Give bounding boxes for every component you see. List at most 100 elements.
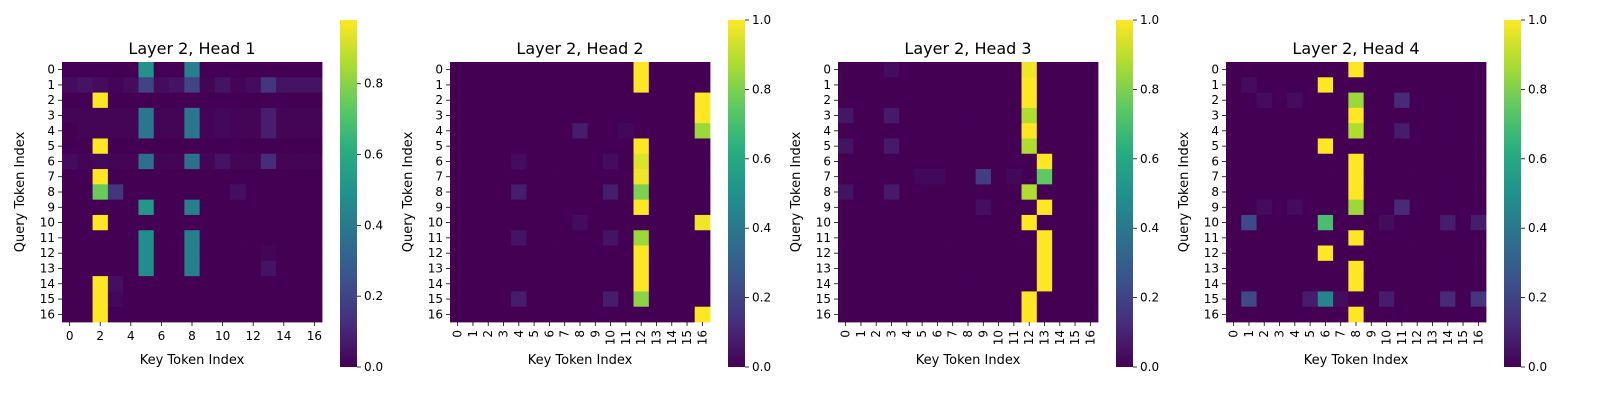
panel-title: Layer 2, Head 2	[516, 39, 643, 58]
heatmap-cell	[138, 230, 155, 246]
heatmap-cell	[990, 92, 1007, 109]
x-tick-label: 0	[839, 330, 853, 338]
heatmap-cell	[199, 169, 216, 185]
heatmap-cell	[1226, 276, 1242, 292]
heatmap-cell	[1067, 214, 1084, 231]
heatmap-cell	[199, 92, 216, 109]
heatmap-cell	[587, 260, 604, 277]
heatmap-cell	[230, 77, 246, 93]
heatmap-cell	[260, 123, 277, 139]
heatmap-cell	[526, 107, 543, 124]
heatmap-cell	[1021, 107, 1038, 124]
heatmap-cell	[1052, 62, 1068, 78]
heatmap-cell	[1287, 230, 1303, 246]
heatmap-cell	[1226, 123, 1242, 139]
heatmap-cell	[648, 306, 665, 323]
heatmap-cell	[1317, 62, 1334, 78]
heatmap-cell	[495, 169, 512, 185]
heatmap-cell	[990, 291, 1007, 308]
heatmap-cell	[838, 92, 854, 109]
heatmap-cell	[1317, 92, 1334, 109]
heatmap-cell	[960, 123, 977, 139]
heatmap-cell	[883, 306, 900, 323]
heatmap-cell	[975, 138, 992, 155]
heatmap-cell	[1363, 199, 1380, 216]
heatmap-cell	[1424, 184, 1441, 201]
heatmap-cell	[648, 260, 665, 277]
heatmap-cell	[694, 153, 711, 170]
heatmap-cell	[1470, 107, 1487, 124]
heatmap-cell	[123, 214, 139, 231]
heatmap-cell	[618, 276, 634, 292]
heatmap-cell	[526, 62, 543, 78]
heatmap-cell	[511, 199, 527, 216]
colorbar	[728, 20, 745, 367]
heatmap-cell	[123, 230, 139, 246]
x-tick-label: 1	[1242, 330, 1256, 338]
heatmap-cell	[990, 260, 1007, 277]
heatmap-cell	[1363, 291, 1380, 308]
heatmap-cell	[77, 199, 93, 216]
heatmap-cell	[138, 92, 155, 109]
heatmap-cell	[975, 214, 992, 231]
heatmap-cell	[868, 199, 885, 216]
heatmap-cell	[495, 92, 512, 109]
heatmap-cell	[1006, 276, 1022, 292]
heatmap-cell	[587, 77, 604, 93]
heatmap-cell	[77, 169, 93, 185]
y-tick-label: 1	[435, 78, 443, 92]
heatmap-cell	[1424, 230, 1441, 246]
heatmap-cell	[1226, 291, 1242, 308]
heatmap-cell	[929, 153, 946, 170]
heatmap-cell	[633, 260, 650, 277]
heatmap-cell	[184, 199, 201, 216]
heatmap-cell	[1006, 77, 1022, 93]
heatmap-cell	[276, 214, 292, 231]
heatmap-cell	[77, 260, 93, 277]
heatmap-cell	[1271, 291, 1288, 308]
heatmap-cell	[1394, 138, 1410, 155]
heatmap-cell	[450, 230, 466, 246]
heatmap-cell	[1241, 62, 1257, 78]
heatmap-cell	[648, 153, 665, 170]
heatmap-cell	[1455, 138, 1472, 155]
heatmap-cell	[1006, 230, 1022, 246]
heatmap-cell	[1394, 123, 1410, 139]
heatmap-cell	[1348, 184, 1365, 201]
heatmap-cell	[291, 260, 308, 277]
heatmap-cell	[1440, 169, 1456, 185]
heatmap-cell	[1378, 123, 1395, 139]
heatmap-cell	[1348, 199, 1365, 216]
heatmap-cell	[557, 92, 573, 109]
heatmap-cell	[602, 62, 619, 78]
heatmap-cell	[975, 169, 992, 185]
heatmap-cell	[1333, 230, 1349, 246]
panel-title: Layer 2, Head 3	[904, 39, 1031, 58]
y-tick-label: 8	[1211, 185, 1219, 199]
heatmap-cell	[990, 230, 1007, 246]
colorbar-tick-label: 0.4	[1140, 221, 1159, 235]
heatmap-cell	[1440, 153, 1456, 170]
heatmap-cell	[107, 107, 124, 124]
heatmap-cell	[1082, 245, 1099, 262]
heatmap-cell	[1067, 230, 1084, 246]
heatmap-cell	[1067, 291, 1084, 308]
heatmap-cell	[853, 62, 869, 78]
heatmap-cell	[694, 276, 711, 292]
y-tick-label: 8	[823, 185, 831, 199]
heatmap-cell	[1440, 214, 1456, 231]
heatmap-cell	[648, 276, 665, 292]
heatmap-cell	[495, 153, 512, 170]
heatmap-cell	[77, 62, 93, 78]
heatmap-cell	[883, 153, 900, 170]
heatmap-cell	[1052, 245, 1068, 262]
heatmap-cell	[199, 276, 216, 292]
heatmap-cell	[1271, 306, 1288, 323]
heatmap-cell	[1302, 199, 1319, 216]
heatmap-cell	[960, 230, 977, 246]
heatmap-cell	[1409, 184, 1426, 201]
heatmap-cell	[169, 123, 185, 139]
heatmap-cell	[450, 245, 466, 262]
heatmap-cell	[572, 62, 589, 78]
x-tick-label: 4	[900, 330, 914, 338]
